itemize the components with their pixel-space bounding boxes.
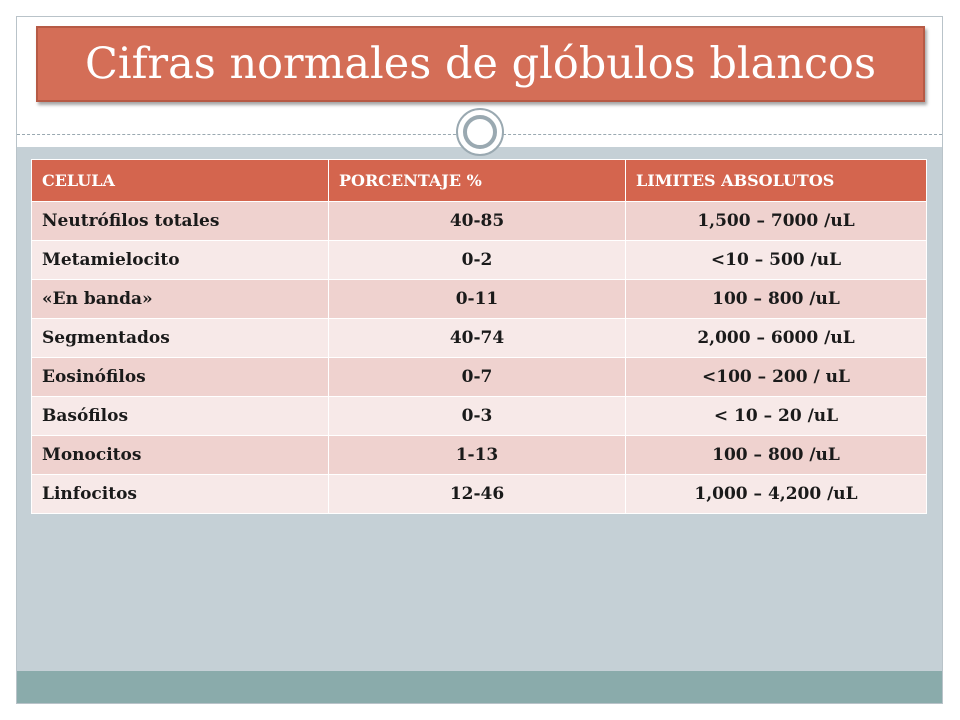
cell-limites: <100 – 200 / uL (625, 357, 927, 397)
cell-porcentaje: 12-46 (328, 474, 626, 514)
table-row: Basófilos 0-3 < 10 – 20 /uL (31, 396, 927, 436)
cell-celula: Segmentados (31, 318, 329, 358)
cell-celula: Linfocitos (31, 474, 329, 514)
cell-porcentaje: 0-11 (328, 279, 626, 319)
cell-celula: Monocitos (31, 435, 329, 475)
decorative-ring-icon (456, 108, 504, 156)
cell-celula: Neutrófilos totales (31, 201, 329, 241)
table-row: «En banda» 0-11 100 – 800 /uL (31, 279, 927, 319)
header-porcentaje: PORCENTAJE % (328, 159, 626, 202)
cell-limites: 2,000 – 6000 /uL (625, 318, 927, 358)
cell-porcentaje: 0-7 (328, 357, 626, 397)
cell-limites: 100 – 800 /uL (625, 279, 927, 319)
table-row: Segmentados 40-74 2,000 – 6000 /uL (31, 318, 927, 358)
cell-limites: 1,500 – 7000 /uL (625, 201, 927, 241)
cell-celula: Basófilos (31, 396, 329, 436)
slide-title: Cifras normales de glóbulos blancos (84, 39, 877, 89)
header-celula: CELULA (31, 159, 329, 202)
table-row: Metamielocito 0-2 <10 – 500 /uL (31, 240, 927, 280)
cell-porcentaje: 1-13 (328, 435, 626, 475)
cell-celula: «En banda» (31, 279, 329, 319)
table-header-row: CELULA PORCENTAJE % LIMITES ABSOLUTOS (31, 159, 927, 202)
cell-celula: Eosinófilos (31, 357, 329, 397)
footer-band (17, 671, 942, 703)
cell-porcentaje: 0-2 (328, 240, 626, 280)
ring-inner (463, 115, 497, 149)
cell-porcentaje: 40-74 (328, 318, 626, 358)
header-limites: LIMITES ABSOLUTOS (625, 159, 927, 202)
white-blood-cell-table: CELULA PORCENTAJE % LIMITES ABSOLUTOS Ne… (31, 159, 927, 514)
title-box: Cifras normales de glóbulos blancos (36, 26, 925, 102)
table-row: Monocitos 1-13 100 – 800 /uL (31, 435, 927, 475)
cell-limites: 100 – 800 /uL (625, 435, 927, 475)
cell-porcentaje: 40-85 (328, 201, 626, 241)
cell-limites: 1,000 – 4,200 /uL (625, 474, 927, 514)
table-row: Neutrófilos totales 40-85 1,500 – 7000 /… (31, 201, 927, 241)
cell-limites: <10 – 500 /uL (625, 240, 927, 280)
table-row: Eosinófilos 0-7 <100 – 200 / uL (31, 357, 927, 397)
cell-celula: Metamielocito (31, 240, 329, 280)
cell-porcentaje: 0-3 (328, 396, 626, 436)
table-row: Linfocitos 12-46 1,000 – 4,200 /uL (31, 474, 927, 514)
cell-limites: < 10 – 20 /uL (625, 396, 927, 436)
